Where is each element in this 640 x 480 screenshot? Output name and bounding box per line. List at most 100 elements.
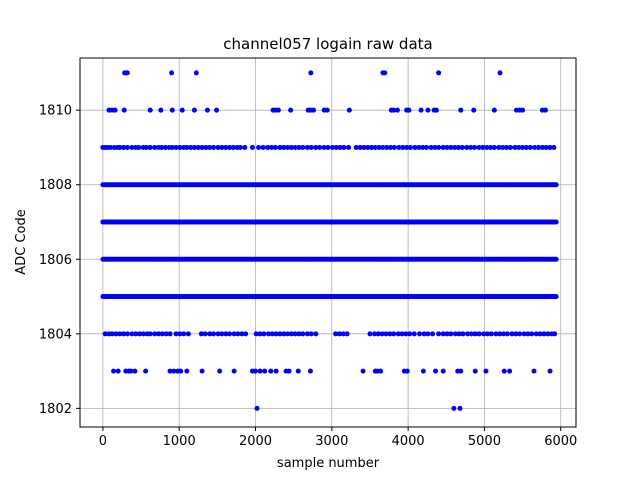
data-point <box>420 144 426 150</box>
data-point <box>509 331 515 337</box>
data-point <box>501 368 507 374</box>
data-point <box>448 331 454 337</box>
data-point <box>308 70 314 76</box>
data-point <box>288 331 294 337</box>
data-point <box>109 331 115 337</box>
data-point <box>256 144 262 150</box>
data-point <box>124 144 130 150</box>
data-point <box>113 331 119 337</box>
data-point <box>444 331 450 337</box>
data-point <box>346 107 352 113</box>
data-point <box>121 144 126 150</box>
data-point <box>117 144 123 150</box>
data-point <box>215 331 221 337</box>
data-point <box>504 331 510 337</box>
data-point <box>102 331 108 337</box>
data-point <box>337 144 343 150</box>
data-point <box>529 331 535 337</box>
data-point <box>325 144 331 150</box>
data-point <box>471 107 477 113</box>
data-point <box>369 144 374 150</box>
data-point <box>219 331 225 337</box>
data-point <box>391 107 397 113</box>
data-point <box>227 331 233 337</box>
data-point <box>115 368 121 374</box>
data-point <box>167 331 173 337</box>
data-point <box>372 331 378 337</box>
data-point <box>133 331 139 337</box>
data-point <box>217 368 223 374</box>
data-point <box>257 368 263 374</box>
data-point <box>292 331 298 337</box>
x-tick-label: 2000 <box>239 434 272 449</box>
data-point <box>184 368 190 374</box>
data-point <box>167 368 173 374</box>
y-tick-label: 1808 <box>39 178 72 193</box>
data-point <box>488 144 494 150</box>
data-point <box>178 368 184 374</box>
data-point <box>536 144 542 150</box>
y-axis-label: ADC Code <box>14 209 29 274</box>
data-point <box>533 331 539 337</box>
data-point <box>465 331 471 337</box>
data-point <box>188 144 194 150</box>
data-point <box>260 144 266 150</box>
data-point <box>553 219 559 225</box>
data-point <box>136 144 142 150</box>
data-point <box>472 331 478 337</box>
data-point <box>265 331 271 337</box>
data-point <box>261 331 267 337</box>
data-point <box>321 144 327 150</box>
data-point <box>223 144 229 150</box>
data-point <box>143 144 149 150</box>
data-point <box>520 107 526 113</box>
data-point <box>425 331 431 337</box>
data-point <box>553 256 559 262</box>
x-tick-label: 6000 <box>544 434 577 449</box>
plot-area <box>80 58 576 427</box>
data-point <box>432 144 438 150</box>
data-point <box>440 144 446 150</box>
data-point <box>512 144 518 150</box>
data-point <box>384 144 390 150</box>
data-point <box>501 331 507 337</box>
data-point <box>525 331 531 337</box>
data-point <box>537 331 543 337</box>
data-point <box>527 144 533 150</box>
data-point <box>357 144 363 150</box>
data-point <box>152 331 158 337</box>
data-point <box>545 331 551 337</box>
data-point <box>451 405 457 411</box>
x-tick-label: 5000 <box>468 434 501 449</box>
data-point <box>159 144 165 150</box>
data-point <box>184 144 190 150</box>
data-point <box>488 331 494 337</box>
data-point <box>383 331 389 337</box>
data-point <box>296 331 302 337</box>
plot-frame <box>79 57 577 428</box>
data-point <box>198 331 204 337</box>
data-point <box>423 144 429 150</box>
data-point <box>162 144 168 150</box>
data-point <box>400 144 406 150</box>
data-point <box>202 331 208 337</box>
data-point <box>108 144 114 150</box>
data-point <box>391 331 397 337</box>
data-point <box>269 144 275 150</box>
data-point <box>360 368 366 374</box>
data-point <box>406 107 412 113</box>
data-point <box>388 144 394 150</box>
data-point <box>416 144 422 150</box>
data-point <box>553 294 559 300</box>
data-point <box>124 331 130 337</box>
data-point <box>223 331 229 337</box>
data-point <box>476 331 482 337</box>
data-point <box>211 331 217 337</box>
data-point <box>239 331 245 337</box>
data-point <box>440 368 446 374</box>
data-point <box>257 331 263 337</box>
data-point <box>211 144 217 150</box>
data-point <box>412 144 418 150</box>
data-point <box>378 368 384 374</box>
